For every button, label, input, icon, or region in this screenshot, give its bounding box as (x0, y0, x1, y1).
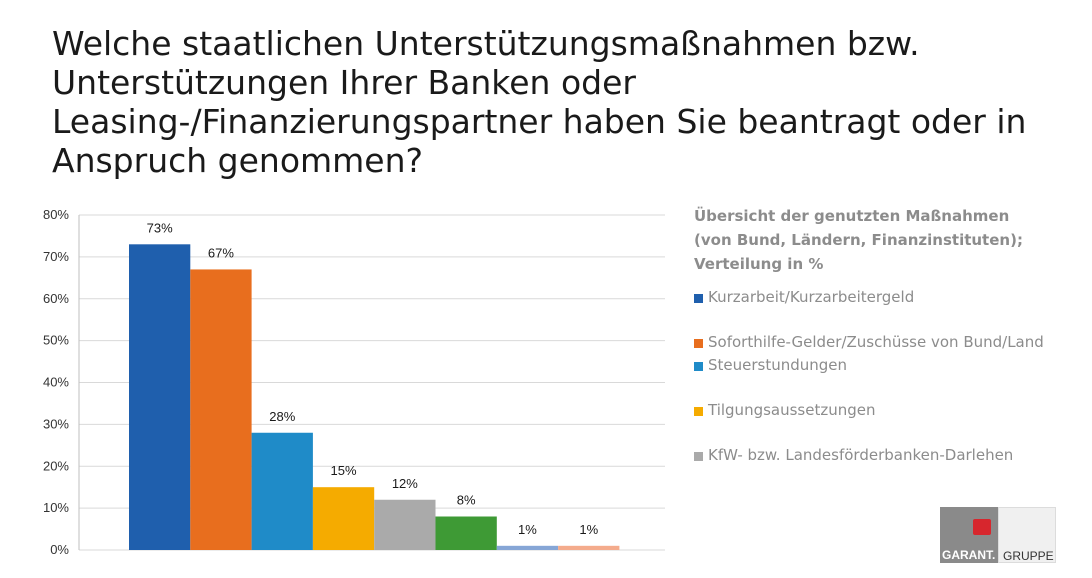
y-tick-label: 40% (43, 375, 69, 390)
legend-items: Kurzarbeit/Kurzarbeitergeld Soforthilfe-G… (694, 286, 1054, 467)
bar-data-label: 1% (579, 522, 598, 537)
data-labels: 73% 67% 28% 15% 12% 8% 1% 1% (147, 220, 599, 537)
legend-item: Kurzarbeit/Kurzarbeitergeld (694, 286, 1054, 309)
y-tick-label: 20% (43, 458, 69, 473)
page-title: Welche staatlichen Unterstützungsmaßnahm… (52, 24, 1027, 180)
legend-label: Steuerstundungen (708, 356, 848, 374)
bar (190, 269, 252, 550)
logo-mark-icon (973, 519, 991, 535)
legend-swatch (694, 362, 703, 371)
legend-item: KfW- bzw. Landesförderbanken-Darlehen (694, 444, 1054, 467)
y-tick-label: 0% (50, 542, 69, 557)
legend-title-line: Verteilung in % (694, 255, 824, 273)
legend-item: Tilgungsaussetzungen (694, 399, 1054, 422)
legend-label: KfW- bzw. Landesförderbanken-Darlehen (708, 446, 1014, 464)
bar-data-label: 12% (392, 476, 418, 491)
bar (129, 244, 191, 550)
bar-data-label: 28% (269, 409, 295, 424)
y-tick-label: 80% (43, 207, 69, 222)
bars (129, 244, 620, 550)
y-tick-label: 10% (43, 500, 69, 515)
legend-swatch (694, 339, 703, 348)
bar (558, 545, 620, 550)
bar-data-label: 8% (457, 493, 476, 508)
bar (374, 499, 436, 550)
y-tick-label: 30% (43, 416, 69, 431)
garant-gruppe-logo: GARANT. GRUPPE (940, 507, 1058, 563)
legend-swatch (694, 407, 703, 416)
bar (251, 432, 313, 550)
legend-title-line: (von Bund, Ländern, Finanzinstituten); (694, 231, 1023, 249)
logo-text-gruppe: GRUPPE (1003, 549, 1054, 563)
bar-chart: 0% 10% 20% 30% 40% 50% 60% 70% 80% 73% 67% 28% 15% 1… (43, 207, 665, 557)
bar (496, 545, 559, 550)
legend-title: Übersicht der genutzten Maßnahmen (von B… (694, 204, 1054, 276)
legend-swatch (694, 294, 703, 303)
legend-label: Kurzarbeit/Kurzarbeitergeld (708, 288, 915, 306)
legend-label: Soforthilfe-Gelder/Zuschüsse von Bund/La… (708, 333, 1044, 351)
y-tick-label: 50% (43, 333, 69, 348)
y-axis-ticks: 0% 10% 20% 30% 40% 50% 60% 70% 80% (43, 207, 69, 557)
bar-data-label: 67% (208, 245, 234, 260)
legend-title-line: Übersicht der genutzten Maßnahmen (694, 207, 1010, 225)
logo-box-light: GRUPPE (998, 507, 1056, 563)
y-tick-label: 60% (43, 291, 69, 306)
legend-item: Steuerstundungen (694, 354, 1054, 377)
bar (312, 487, 375, 550)
legend-swatch (694, 452, 703, 461)
bar-data-label: 73% (147, 220, 173, 235)
legend-item: Soforthilfe-Gelder/Zuschüsse von Bund/La… (694, 331, 1054, 354)
legend: Übersicht der genutzten Maßnahmen (von B… (694, 204, 1054, 489)
bar-data-label: 15% (331, 463, 357, 478)
bar-data-label: 1% (518, 522, 537, 537)
logo-text-garant: GARANT. (942, 548, 996, 562)
bar (435, 516, 497, 550)
logo-box-dark: GARANT. (940, 507, 998, 563)
legend-label: Tilgungsaussetzungen (708, 401, 876, 419)
y-tick-label: 70% (43, 249, 69, 264)
